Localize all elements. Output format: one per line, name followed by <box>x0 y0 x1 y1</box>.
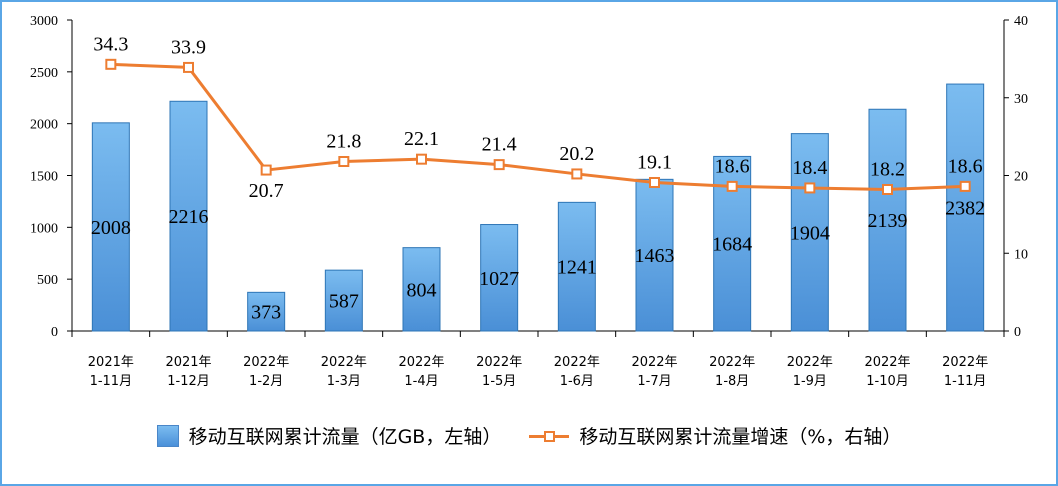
x-tick-label-year: 2022年 <box>554 355 600 370</box>
bar-data-label: 2008 <box>91 217 131 239</box>
bar <box>480 224 519 332</box>
line-data-label: 20.7 <box>249 180 284 202</box>
line-point <box>649 176 660 188</box>
legend-item-line: 移动互联网累计流量增速（%，右轴） <box>529 422 901 449</box>
x-tick-label-period: 1-10月 <box>866 374 909 389</box>
y-right-tick-label: 40 <box>1014 14 1028 29</box>
legend-bar-swatch <box>156 424 179 447</box>
line-data-label: 22.1 <box>404 128 439 150</box>
x-tick-label-period: 1-9月 <box>793 374 827 389</box>
bar-data-label: 2139 <box>868 210 908 232</box>
bar <box>790 133 829 332</box>
bar <box>402 247 441 332</box>
line-point <box>260 164 272 176</box>
line-point <box>105 58 117 70</box>
y-left-tick-label: 3000 <box>30 14 58 29</box>
x-tick-label-year: 2021年 <box>88 355 134 370</box>
x-tick-label-year: 2022年 <box>243 355 289 370</box>
line-point <box>959 180 971 192</box>
line-point <box>571 168 583 180</box>
y-left-tick-label: 2000 <box>30 118 58 133</box>
bar-data-label: 2382 <box>945 198 985 220</box>
x-tick-label-period: 1-11月 <box>944 374 987 389</box>
x-tick-label-year: 2022年 <box>398 355 444 370</box>
y-left-tick-label: 1000 <box>30 221 58 236</box>
line-point <box>882 183 893 195</box>
bar-data-label: 1241 <box>557 257 597 279</box>
bar-data-label: 804 <box>407 279 437 301</box>
legend-item-bar: 移动互联网累计流量（亿GB，左轴） <box>156 422 502 449</box>
bar <box>557 201 596 332</box>
bar <box>946 83 985 332</box>
line-point <box>804 182 816 194</box>
bar <box>324 269 363 332</box>
line-data-label: 18.6 <box>715 155 750 177</box>
x-tick-label-period: 1-2月 <box>249 374 283 389</box>
line-point <box>726 180 738 192</box>
bar-data-label: 587 <box>329 291 359 313</box>
legend-line-label: 移动互联网累计流量增速（%，右轴） <box>579 426 902 448</box>
x-tick-label-year: 2022年 <box>476 355 522 370</box>
y-left-tick-label: 0 <box>51 325 58 340</box>
y-right-tick-label: 20 <box>1014 170 1028 185</box>
line-data-label: 18.2 <box>870 158 905 180</box>
bar-data-label: 1904 <box>790 222 830 244</box>
line-data-label: 18.6 <box>948 155 983 177</box>
bar <box>247 291 286 332</box>
y-right-tick-label: 0 <box>1014 325 1021 340</box>
bar-data-label: 1027 <box>479 268 519 290</box>
bar-data-label: 373 <box>251 302 281 324</box>
line-point <box>183 61 194 73</box>
y-right-tick-label: 30 <box>1014 92 1028 107</box>
line-data-label: 19.1 <box>637 151 672 173</box>
line-point <box>493 159 505 171</box>
line-data-label: 21.4 <box>482 134 517 156</box>
x-tick-label-year: 2022年 <box>709 355 755 370</box>
x-tick-label-year: 2022年 <box>321 355 367 370</box>
y-right-tick-label: 10 <box>1014 247 1028 262</box>
bar-data-label: 1463 <box>635 245 675 267</box>
legend: 移动互联网累计流量（亿GB，左轴） 移动互联网累计流量增速（%，右轴） <box>2 422 1056 449</box>
x-tick-label-year: 2022年 <box>787 355 833 370</box>
line-series <box>110 62 966 191</box>
x-tick-label-period: 1-4月 <box>404 374 438 389</box>
x-tick-label-period: 1-6月 <box>560 374 594 389</box>
x-tick-label-period: 1-7月 <box>637 374 671 389</box>
bar-data-label: 1684 <box>712 234 752 256</box>
y-left-tick-label: 2500 <box>30 66 58 81</box>
line-data-label: 21.8 <box>326 131 361 153</box>
line-data-label: 18.4 <box>792 157 827 179</box>
x-tick-label-period: 1-11月 <box>90 374 133 389</box>
x-tick-label-period: 1-3月 <box>327 374 361 389</box>
x-tick-label-year: 2021年 <box>165 355 211 370</box>
x-tick-label-year: 2022年 <box>942 355 988 370</box>
bar-data-label: 2216 <box>169 206 209 228</box>
bar <box>169 100 208 332</box>
line-data-label: 34.3 <box>93 33 128 55</box>
x-tick-label-period: 1-12月 <box>167 374 210 389</box>
line-data-label: 33.9 <box>171 36 206 58</box>
x-tick-label-year: 2022年 <box>631 355 677 370</box>
x-tick-label-year: 2022年 <box>864 355 910 370</box>
bar <box>91 122 130 332</box>
line-point <box>416 153 427 165</box>
bar <box>635 178 674 332</box>
x-tick-label-period: 1-8月 <box>715 374 749 389</box>
legend-bar-label: 移动互联网累计流量（亿GB，左轴） <box>188 426 502 448</box>
line-data-label: 20.2 <box>559 143 594 165</box>
legend-line-swatch <box>529 429 570 443</box>
bar <box>868 108 907 332</box>
y-left-tick-label: 500 <box>37 273 58 288</box>
x-tick-label-period: 1-5月 <box>482 374 516 389</box>
line-point <box>338 156 350 168</box>
y-left-tick-label: 1500 <box>30 170 58 185</box>
